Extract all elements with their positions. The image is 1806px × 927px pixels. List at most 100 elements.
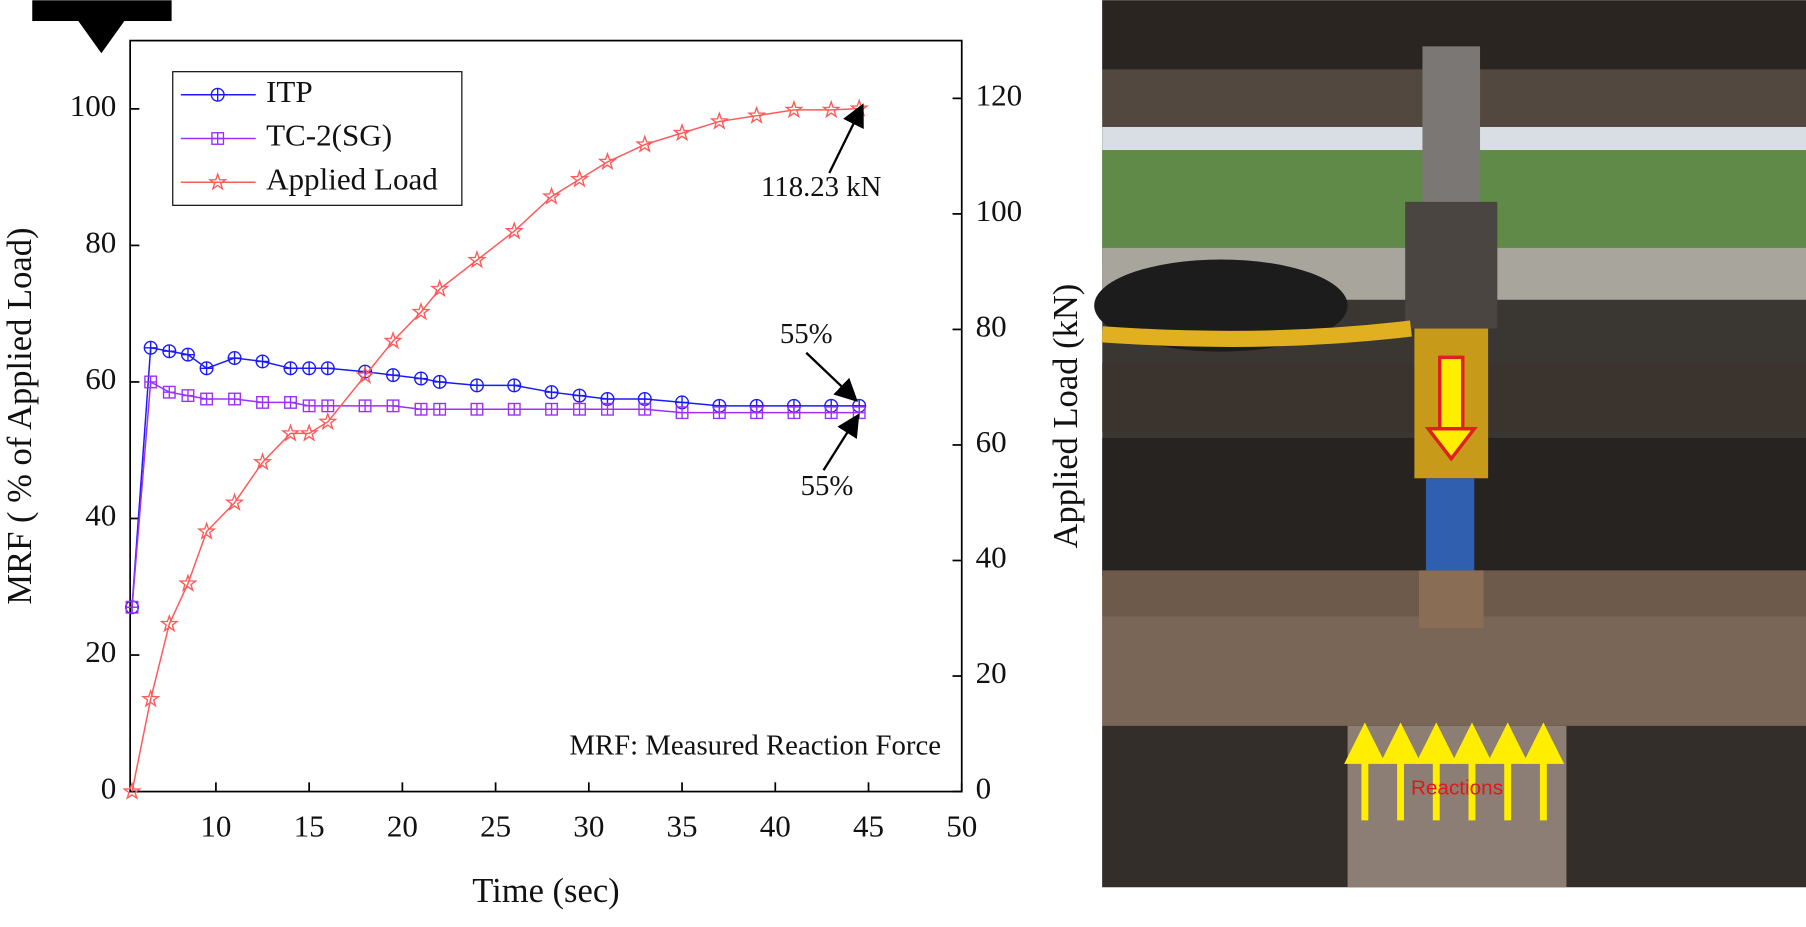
marker-cross	[546, 403, 558, 415]
marker	[387, 400, 399, 412]
marker	[284, 362, 297, 375]
y2-tick-label: 120	[976, 78, 1023, 113]
series-line	[132, 348, 859, 607]
photo: Reactions	[1094, 0, 1806, 887]
marker	[200, 362, 213, 375]
y2-tick-label: 80	[976, 309, 1007, 344]
x-tick-label: 15	[294, 809, 325, 844]
marker	[144, 341, 157, 354]
marker-cross	[145, 376, 157, 388]
marker	[434, 403, 446, 415]
marker	[211, 88, 224, 101]
y-tick-label: 80	[85, 225, 116, 260]
marker-cross	[359, 400, 371, 412]
x-tick-label: 20	[387, 809, 418, 844]
marker	[751, 407, 763, 419]
marker	[639, 403, 651, 415]
x-tick-label: 25	[480, 809, 511, 844]
marker	[322, 400, 334, 412]
y-tick-label: 20	[85, 634, 116, 669]
y-tick-label: 60	[85, 361, 116, 396]
legend-label: TC-2(SG)	[266, 118, 392, 153]
y2-tick-label: 60	[976, 424, 1007, 459]
marker-cross	[164, 386, 176, 398]
x-axis-label: Time (sec)	[472, 872, 619, 910]
marker	[508, 379, 521, 392]
marker	[749, 108, 764, 123]
marker	[471, 379, 484, 392]
marker-cross	[303, 400, 315, 412]
marker	[415, 403, 427, 415]
y2-tick-label: 100	[976, 193, 1023, 228]
x-tick-label: 40	[760, 809, 791, 844]
marker-cross	[285, 397, 297, 409]
marker-cross	[751, 407, 763, 419]
marker	[471, 403, 483, 415]
marker	[164, 386, 176, 398]
marker	[303, 362, 316, 375]
marker-cross	[639, 403, 651, 415]
marker-cross	[602, 403, 614, 415]
marker	[303, 400, 315, 412]
marker	[182, 348, 195, 361]
marker-cross	[574, 403, 586, 415]
x-tick-label: 45	[853, 809, 884, 844]
marker	[145, 376, 157, 388]
marker	[712, 113, 727, 128]
marker-cross	[387, 400, 399, 412]
marker	[201, 393, 213, 405]
marker	[825, 407, 837, 419]
marker	[283, 425, 298, 440]
marker	[285, 397, 297, 409]
marker	[182, 390, 194, 402]
legend-label: ITP	[266, 74, 313, 109]
marker	[546, 403, 558, 415]
legend-label: Applied Load	[266, 161, 438, 196]
marker	[574, 403, 586, 415]
plot: 1015202530354045500204060801000204060801…	[1, 41, 1085, 910]
y2-tick-label: 0	[976, 771, 992, 806]
marker-cross	[182, 390, 194, 402]
marker-cross	[201, 393, 213, 405]
marker	[788, 407, 800, 419]
figure: Reactions 101520253035404550020406080100…	[0, 0, 1806, 922]
marker	[853, 407, 865, 419]
marker	[573, 389, 586, 402]
marker	[415, 372, 428, 385]
annotation: 118.23 kN	[761, 171, 882, 203]
marker-cross	[471, 403, 483, 415]
marker	[163, 345, 176, 358]
y-tick-label: 0	[101, 771, 117, 806]
marker-cross	[257, 397, 269, 409]
marker	[256, 355, 269, 368]
y2-axis-label: Applied Load (kN)	[1047, 284, 1085, 549]
marker	[676, 407, 688, 419]
corner-block	[32, 0, 171, 21]
series-line	[132, 109, 859, 792]
marker	[714, 407, 726, 419]
marker	[228, 352, 241, 365]
marker	[545, 386, 558, 399]
x-tick-label: 50	[946, 809, 977, 844]
marker	[824, 102, 839, 117]
annotation: MRF: Measured Reaction Force	[569, 729, 941, 761]
y-tick-label: 40	[85, 498, 116, 533]
x-tick-label: 30	[573, 809, 604, 844]
marker-cross	[229, 393, 241, 405]
y2-tick-label: 40	[976, 540, 1007, 575]
marker-cross	[434, 403, 446, 415]
annotation: 55%	[780, 318, 833, 350]
x-tick-label: 10	[200, 809, 231, 844]
marker	[786, 102, 801, 117]
photo-label: Reactions	[1411, 777, 1503, 800]
marker-cross	[415, 403, 427, 415]
marker	[387, 369, 400, 382]
marker	[602, 403, 614, 415]
marker	[257, 397, 269, 409]
annotation-arrow	[829, 107, 861, 173]
marker	[229, 393, 241, 405]
marker	[433, 376, 446, 389]
y-axis-label: MRF ( % of Applied Load)	[1, 228, 39, 605]
marker-cross	[788, 407, 800, 419]
annotation: 55%	[801, 470, 854, 502]
